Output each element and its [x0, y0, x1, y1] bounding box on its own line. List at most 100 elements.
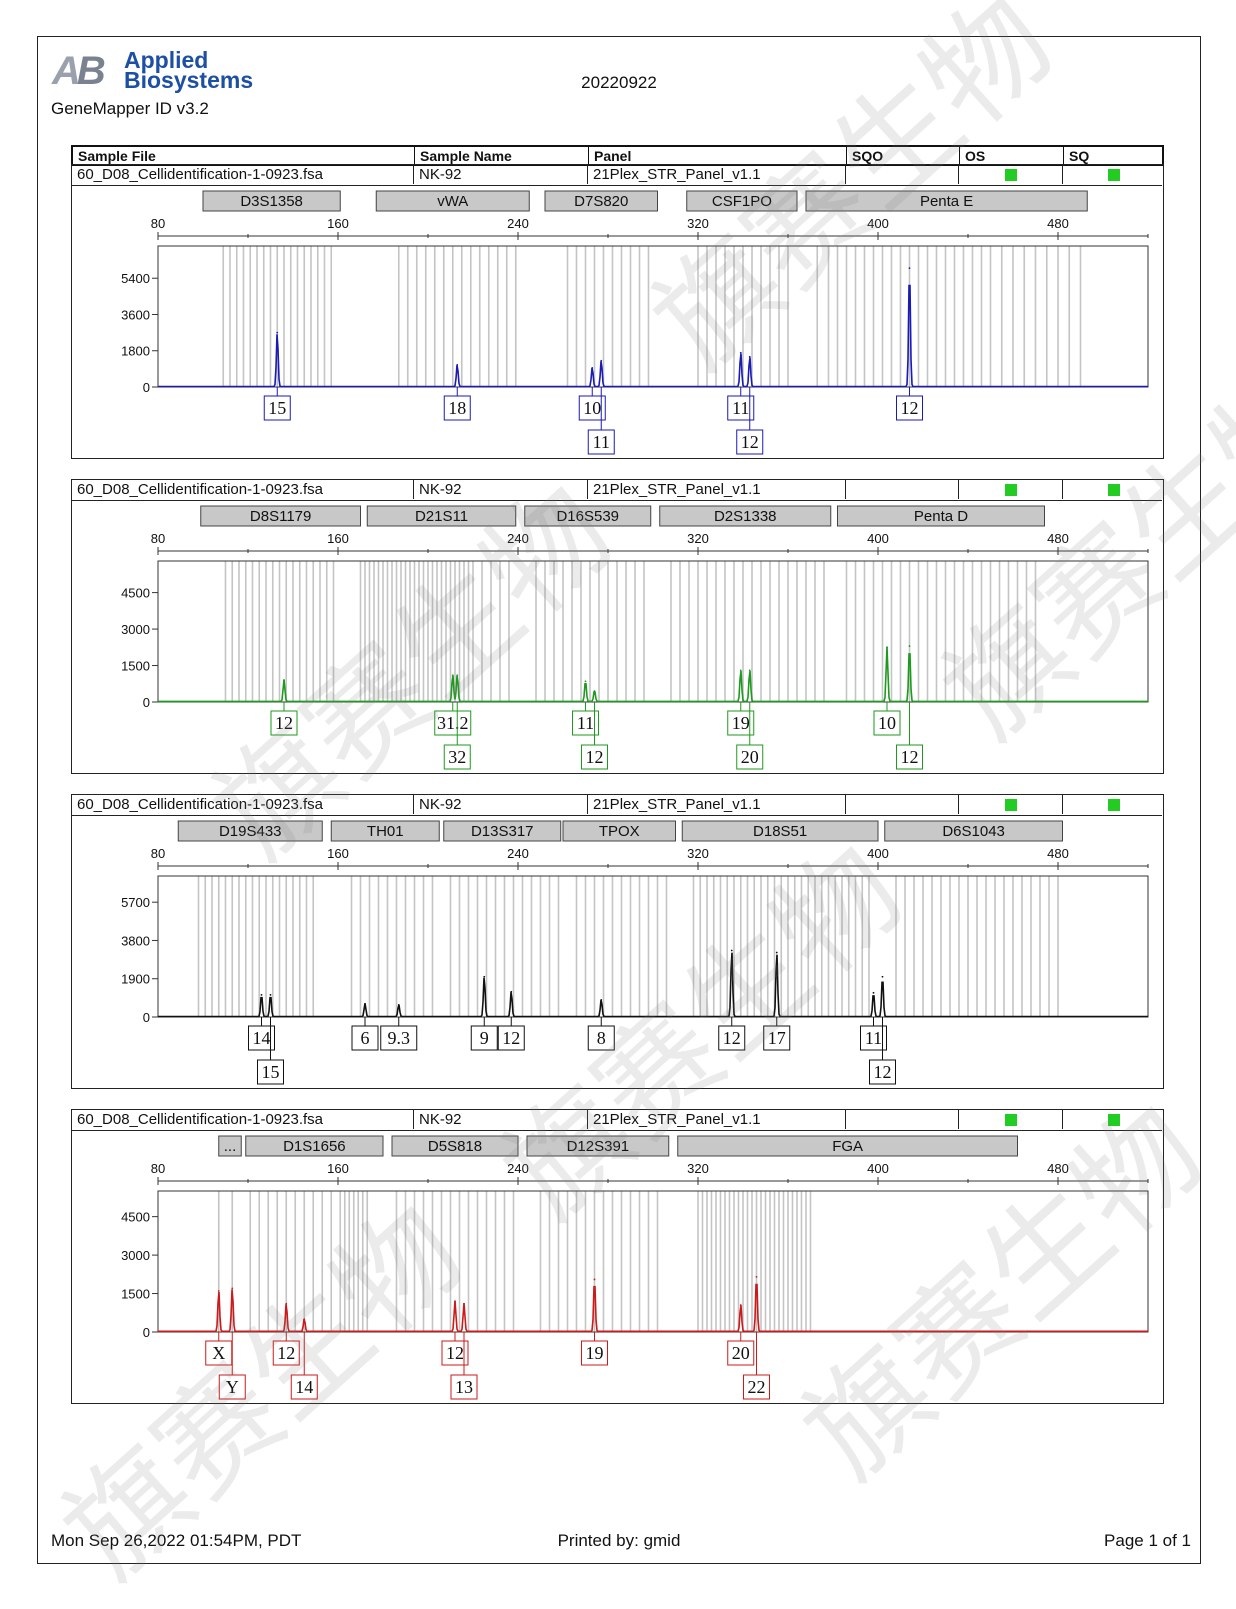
allele-label: 14	[253, 1028, 271, 1048]
peak-point	[739, 1304, 742, 1306]
sq-quality-flag	[1108, 484, 1120, 496]
locus-marker-bar	[681, 820, 879, 842]
locus-marker: D3S1358	[202, 190, 341, 212]
sample-file-name: 60_D08_Cellidentification-1-0923.fsa	[72, 480, 414, 499]
allele-label-box	[443, 744, 471, 770]
sample-name: NK-92	[414, 795, 588, 814]
allele-label-box	[581, 744, 608, 770]
allele-label-box	[470, 1025, 498, 1051]
plot-frame	[157, 245, 1149, 388]
report-title: 20220922	[581, 73, 657, 92]
allele-label: 12	[901, 747, 919, 767]
allele-call: 12	[581, 702, 608, 770]
electropherogram-green: D8S1179 D21S11 D16S539 D2S1338 Penta D 80 160 2…	[121, 505, 1149, 770]
allele-label: 13	[455, 1377, 473, 1397]
peak-point	[303, 1318, 306, 1321]
peak-point	[285, 1302, 288, 1305]
allele-label: 22	[748, 1377, 766, 1397]
os-cell	[959, 1110, 1063, 1129]
allele-label-box	[869, 1059, 896, 1085]
locus-marker-label: vWA	[437, 193, 468, 210]
peak-point	[463, 1302, 465, 1305]
allele-label-box	[736, 744, 764, 770]
allele-label: 11	[577, 713, 594, 733]
locus-marker-label: D3S1358	[240, 193, 303, 210]
y-tick-label: 1800	[121, 344, 150, 359]
locus-marker-bar	[524, 505, 652, 527]
allele-label: 19	[732, 713, 750, 733]
sample-row: 60_D08_Cellidentification-1-0923.fsa NK-9…	[72, 480, 1162, 501]
sample-file-name: 60_D08_Cellidentification-1-0923.fsa	[72, 165, 414, 184]
x-tick-label: 400	[867, 1161, 889, 1176]
x-tick-label: 240	[507, 531, 529, 546]
locus-marker-label: D18S51	[753, 823, 807, 840]
sample-name: NK-92	[414, 480, 588, 499]
y-tick-label: 3600	[121, 307, 150, 322]
allele-call: 6	[351, 1017, 379, 1051]
allele-label: 12	[723, 1028, 741, 1048]
allele-label-box	[587, 1025, 615, 1051]
y-tick-label: 5700	[121, 895, 150, 910]
locus-marker-label: TH01	[367, 823, 404, 840]
x-tick-label: 160	[327, 1161, 349, 1176]
locus-marker-label: ...	[224, 1138, 237, 1155]
allele-call: 12	[272, 1332, 300, 1366]
sample-name: NK-92	[414, 1110, 588, 1129]
column-header-sample-file: Sample File	[73, 147, 415, 166]
panel-name: 21Plex_STR_Panel_v1.1	[588, 165, 846, 184]
x-tick-label: 480	[1047, 1161, 1069, 1176]
ab-logo-icon: AB	[52, 49, 106, 93]
software-version: GeneMapper ID v3.2	[51, 99, 209, 118]
locus-marker-label: D21S11	[415, 508, 468, 525]
peak-point	[908, 267, 911, 270]
allele-call: 22	[743, 1332, 770, 1400]
sample-file-name: 60_D08_Cellidentification-1-0923.fsa	[72, 1110, 414, 1129]
locus-marker: D8S1179	[200, 505, 361, 527]
x-tick-label: 160	[327, 846, 349, 861]
locus-marker: vWA	[375, 190, 530, 212]
locus-marker: D5S818	[391, 1135, 519, 1157]
peak-point	[283, 679, 285, 682]
allele-call: 12	[270, 702, 298, 736]
allele-call: 13	[450, 1332, 478, 1400]
locus-marker-label: D1S1656	[283, 1138, 346, 1155]
os-quality-flag	[1005, 169, 1017, 181]
page-number: Page 1 of 1	[1104, 1531, 1191, 1550]
peak-point	[217, 1290, 220, 1292]
electropherogram-red: ... D1S1656 D5S818 D12S391 FGA 80 160 240 320 400…	[121, 1135, 1149, 1400]
print-date: Mon Sep 26,2022 01:54PM, PDT	[51, 1531, 302, 1550]
column-header-os: OS	[960, 147, 1064, 166]
locus-marker-label: TPOX	[599, 823, 640, 840]
allele-label-box	[727, 1340, 755, 1366]
peak-point	[600, 359, 603, 362]
allele-label: 12	[446, 1343, 464, 1363]
x-tick-label: 80	[151, 531, 165, 546]
locus-marker-bar	[805, 190, 1088, 212]
y-tick-label: 1900	[121, 972, 150, 987]
locus-marker-bar	[677, 1135, 1018, 1157]
allele-call: 12	[896, 387, 923, 421]
locus-marker: TH01	[330, 820, 440, 842]
allele-label-box	[497, 1025, 525, 1051]
sample-panel-black: 60_D08_Cellidentification-1-0923.fsa NK-9…	[71, 794, 1164, 1089]
allele-label: 19	[586, 1343, 604, 1363]
sample-row: 60_D08_Cellidentification-1-0923.fsa NK-9…	[72, 795, 1162, 816]
allele-label: 14	[295, 1377, 313, 1397]
sqo-cell	[846, 480, 959, 499]
panel-name: 21Plex_STR_Panel_v1.1	[588, 795, 846, 814]
allele-label: 20	[741, 747, 759, 767]
allele-call: 20	[736, 702, 764, 770]
y-tick-label: 0	[143, 1325, 150, 1340]
allele-label: 12	[901, 398, 919, 418]
x-tick-label: 400	[867, 846, 889, 861]
x-tick-label: 240	[507, 846, 529, 861]
column-header-panel: Panel	[589, 147, 847, 166]
y-tick-label: 0	[143, 695, 150, 710]
locus-marker-bar	[686, 190, 798, 212]
allele-label-box	[218, 1374, 246, 1400]
x-tick-label: 320	[687, 1161, 709, 1176]
sq-quality-flag	[1108, 799, 1120, 811]
sample-row: 60_D08_Cellidentification-1-0923.fsa NK-9…	[72, 165, 1162, 186]
locus-marker: D7S820	[544, 190, 658, 212]
